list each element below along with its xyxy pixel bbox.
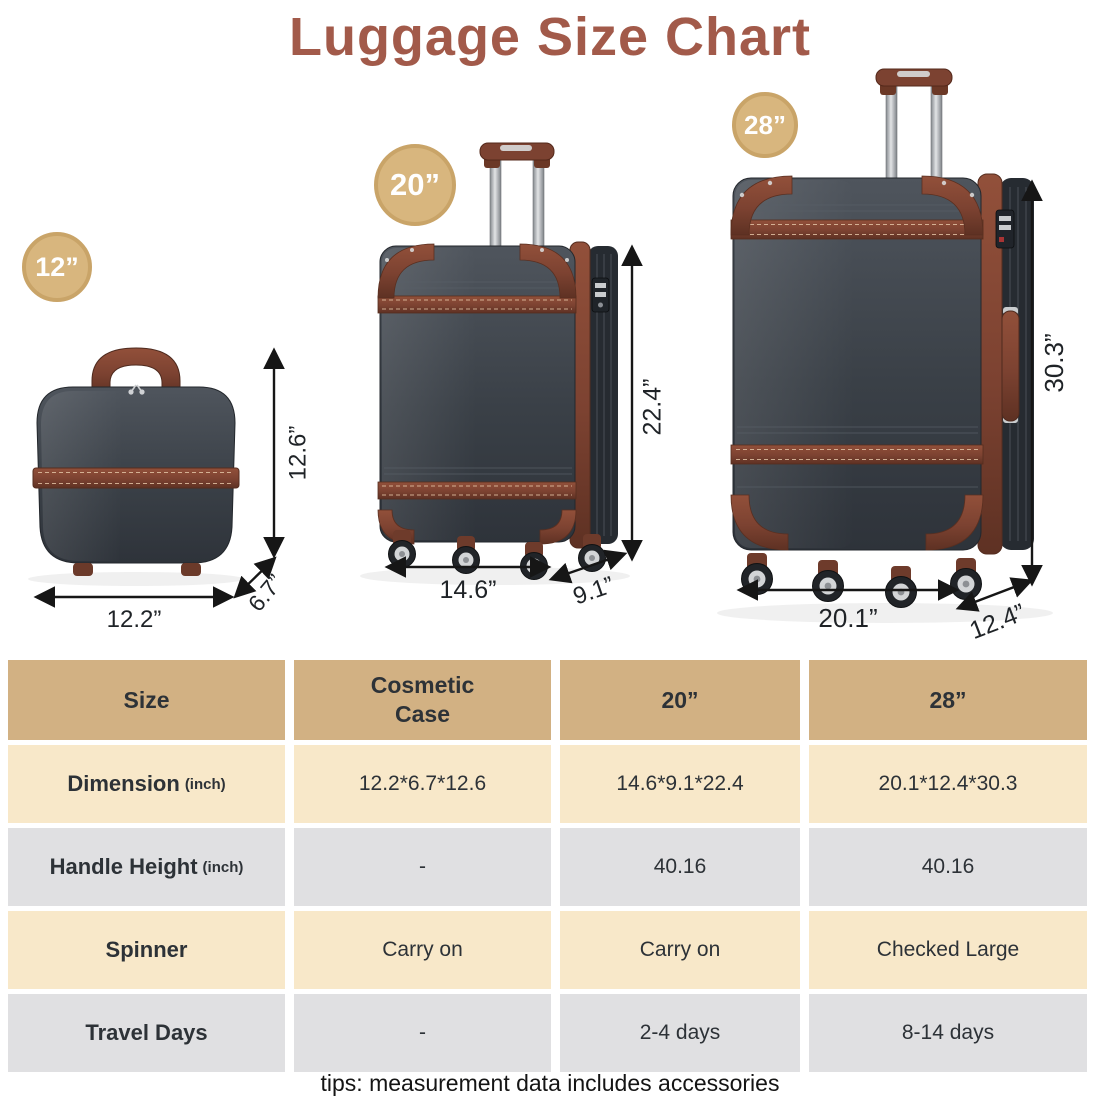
width-label: 20.1” (818, 603, 877, 633)
tsa-lock-icon (995, 209, 1015, 249)
page-title: Luggage Size Chart (288, 7, 812, 67)
dimension-cosmetic-value: 12.2*6.7*12.6 (294, 745, 551, 823)
row-label-text: Dimension (67, 771, 180, 796)
dimension-20-value: 14.6*9.1*22.4 (560, 745, 800, 823)
row-travel-days-label: Travel Days (8, 994, 285, 1072)
side-carry-handle (1001, 307, 1020, 423)
case-belt (32, 467, 240, 489)
header-size-label: Size (123, 686, 170, 713)
header-20: 20” (560, 660, 800, 740)
trim-band-lower (377, 481, 577, 500)
width-label: 14.6” (440, 576, 497, 604)
size-badge-28: 28” (732, 92, 798, 158)
header-28: 28” (809, 660, 1087, 740)
depth-arrow (955, 577, 1034, 612)
zipper-pull-icon (128, 384, 145, 395)
row-spinner-label: Spinner (8, 911, 285, 989)
header-size: Size (8, 660, 285, 740)
case-foot-left (73, 563, 93, 576)
header-28-label: 28” (929, 686, 967, 713)
header-cosmetic-case-label: Cosmetic Case (370, 672, 475, 727)
row-label-text: Spinner (105, 937, 188, 962)
size-badge-12: 12” (22, 232, 92, 302)
carry-on-20-illustration: 22.4” 14.6” 9.1” (360, 142, 667, 610)
front-sheen (382, 248, 477, 540)
trim-band-upper (377, 295, 577, 314)
cosmetic-case-illustration: 12.6” 12.2” 6.7” (28, 347, 311, 633)
tsa-lock-icon (591, 277, 610, 313)
spinner-wheels (741, 553, 982, 608)
width-label: 12.2” (107, 606, 162, 633)
depth-arrow (548, 549, 628, 584)
size-badge-20-label: 20” (390, 167, 440, 202)
height-label: 22.4” (639, 379, 667, 436)
row-dimension-label: Dimension (inch) (8, 745, 285, 823)
size-badge-20: 20” (374, 144, 456, 226)
trim-band-lower (730, 444, 984, 465)
checked-28-illustration: 30.3” 20.1” 12.4” (717, 68, 1069, 645)
travel-days-20-value: 2-4 days (560, 994, 800, 1072)
trolley-handle (479, 142, 555, 259)
handle-height-cosmetic-value: - (294, 828, 551, 906)
height-label: 30.3” (1039, 333, 1069, 392)
row-label-text: Handle Height (49, 854, 198, 879)
trim-band-upper (730, 219, 984, 240)
size-badge-12-label: 12” (35, 251, 79, 282)
corner-caps (730, 175, 984, 551)
depth-label: 6.7” (243, 569, 288, 616)
case-foot-right (181, 563, 201, 576)
row-label-unit: (inch) (202, 858, 244, 876)
dimension-28-value: 20.1*12.4*30.3 (809, 745, 1087, 823)
height-label: 12.6” (284, 426, 311, 481)
row-label-unit: (inch) (184, 775, 226, 793)
case-shadow (28, 572, 244, 586)
depth-arrow (233, 556, 277, 599)
spinner-28-value: Checked Large (809, 911, 1087, 989)
size-spec-table: Size Cosmetic Case 20” 28” Dimension (in… (8, 660, 1087, 1072)
row-handle-height-label: Handle Height (inch) (8, 828, 285, 906)
handle-height-20-value: 40.16 (560, 828, 800, 906)
spinner-20-value: Carry on (560, 911, 800, 989)
header-20-label: 20” (661, 686, 699, 713)
row-label-text: Travel Days (85, 1020, 208, 1045)
spinner-cosmetic-value: Carry on (294, 911, 551, 989)
carry20-dimension-arrows: 22.4” 14.6” 9.1” (384, 244, 667, 610)
travel-days-cosmetic-value: - (294, 994, 551, 1072)
header-cosmetic-case: Cosmetic Case (294, 660, 551, 740)
size-badge-28-label: 28” (744, 109, 786, 140)
trolley-handle (875, 68, 953, 186)
handle-height-28-value: 40.16 (809, 828, 1087, 906)
travel-days-28-value: 8-14 days (809, 994, 1087, 1072)
measurement-tip: tips: measurement data includes accessor… (320, 1070, 780, 1096)
